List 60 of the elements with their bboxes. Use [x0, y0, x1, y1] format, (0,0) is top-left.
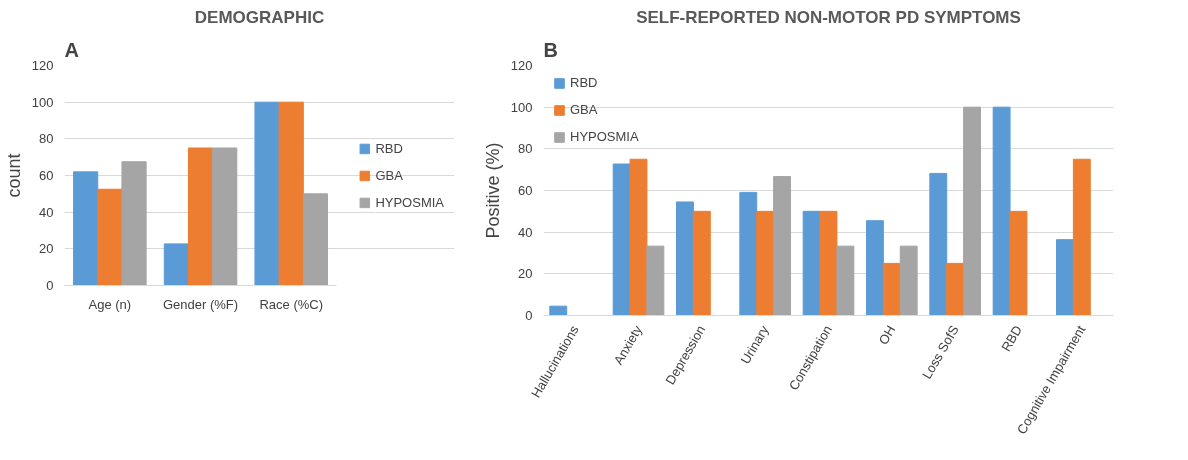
legend-label: GBA [570, 102, 598, 117]
bar [187, 147, 214, 286]
bar [1072, 158, 1091, 316]
bar [739, 191, 758, 316]
legend-label: HYPOSMIA [375, 194, 444, 210]
y-tick-label: 0 [46, 278, 54, 293]
bar [549, 305, 568, 316]
legend-label: RBD [570, 75, 598, 90]
bar [692, 210, 711, 316]
y-tick-label: 80 [39, 131, 54, 147]
bar [882, 262, 901, 316]
y-tick-label: 60 [39, 168, 54, 183]
y-tick-label: 60 [518, 183, 533, 198]
y-axis-title: count [3, 153, 24, 198]
text: A [64, 38, 79, 61]
bar [836, 245, 855, 316]
bar [73, 171, 99, 286]
y-tick-label: 0 [525, 308, 533, 323]
y-tick-label: 20 [39, 241, 54, 257]
bar [97, 188, 123, 286]
legend-label: HYPOSMIA [570, 129, 639, 144]
bar [819, 210, 838, 316]
legend-label: GBA [375, 167, 403, 183]
bar [121, 161, 147, 286]
bar [676, 201, 694, 316]
bar [899, 245, 918, 316]
bar [773, 176, 791, 316]
y-tick-label: 120 [510, 58, 533, 73]
bar [963, 106, 981, 316]
bar [756, 210, 775, 316]
y-tick-label: 40 [39, 204, 54, 220]
bar [866, 220, 884, 316]
bar [1009, 210, 1028, 316]
y-tick-label: 20 [518, 266, 533, 282]
text: B [543, 38, 558, 61]
bar [629, 158, 648, 316]
chart-title: DEMOGRAPHIC [194, 7, 325, 27]
y-tick-label: 40 [518, 224, 533, 240]
y-tick-label: 80 [518, 141, 533, 157]
bar [992, 106, 1011, 316]
bar [254, 101, 280, 286]
bar [163, 243, 189, 286]
bar [278, 101, 304, 286]
chart-title: SELF-REPORTED NON-MOTOR PD SYMPTOMS [636, 7, 1021, 27]
legend-label: RBD [375, 140, 403, 156]
x-tick-label: OH [875, 322, 899, 348]
y-axis-title: Positive (%) [482, 142, 503, 239]
bar [946, 262, 965, 316]
x-tick-label: Gender (%F) [162, 296, 239, 312]
bar [646, 245, 665, 316]
bar [212, 147, 238, 286]
y-tick-label: 120 [31, 58, 54, 73]
bar [929, 172, 948, 316]
y-tick-label: 100 [31, 94, 54, 110]
bar [612, 163, 631, 316]
y-tick-label: 100 [510, 99, 533, 115]
bar [1056, 239, 1074, 316]
bar [302, 193, 329, 286]
x-tick-label: Race (%C) [259, 296, 324, 312]
x-tick-label: Age (n) [88, 296, 132, 312]
